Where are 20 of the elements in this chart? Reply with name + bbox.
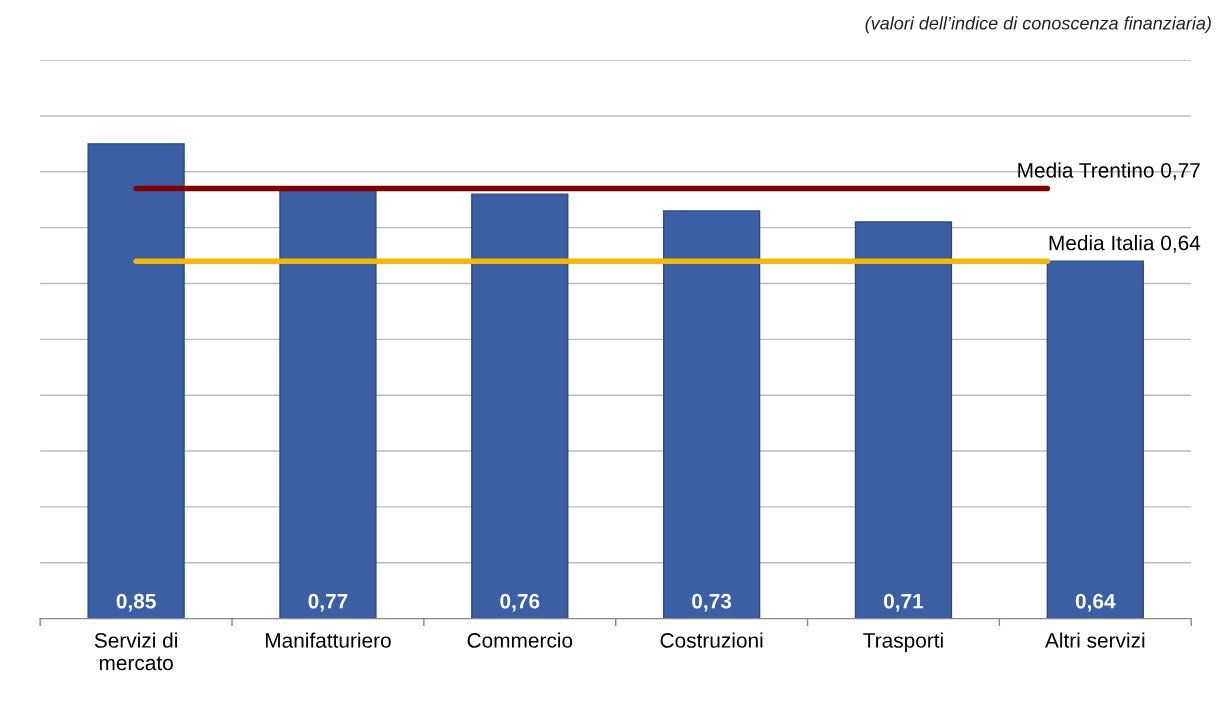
ref-line-label: Media Trentino 0,77 xyxy=(1018,162,1200,181)
data-label: 0,73 xyxy=(692,593,732,612)
text: (valori dell’indice di conoscenza finanziaria) xyxy=(865,16,1211,34)
x-tick-label: Costruzioni xyxy=(660,632,763,648)
x-tick-label: Servizi di mercato xyxy=(94,632,177,671)
bar xyxy=(662,210,761,619)
data-label: 0,77 xyxy=(308,593,348,612)
bar xyxy=(854,221,953,619)
data-label: 0,64 xyxy=(1075,593,1116,612)
bar xyxy=(471,193,569,619)
data-label: 0,71 xyxy=(884,593,924,612)
data-label: 0,85 xyxy=(116,593,156,612)
x-tick-label: Trasporti xyxy=(863,632,943,652)
ref-line-label: Media Italia 0,64 xyxy=(1049,235,1201,253)
x-tick-label: Manifatturiero xyxy=(265,632,391,648)
x-tick-label: Commercio xyxy=(467,632,573,648)
bar xyxy=(1046,260,1144,619)
data-label: 0,76 xyxy=(500,593,540,612)
x-tick-label: Altri servizi xyxy=(1044,632,1145,648)
bar xyxy=(87,143,185,619)
